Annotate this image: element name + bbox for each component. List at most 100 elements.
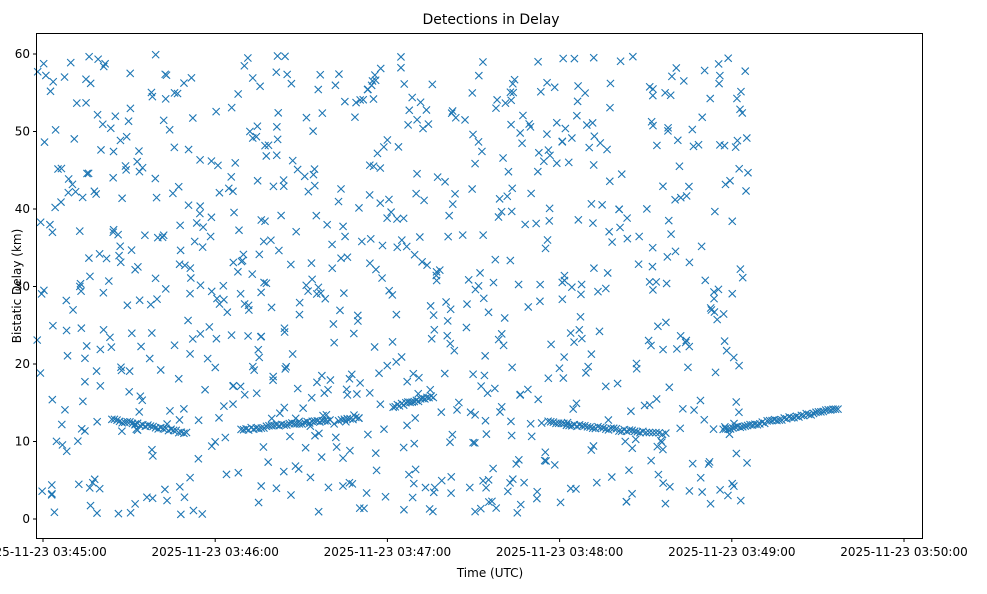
- data-point: [131, 499, 140, 508]
- data-point: [726, 176, 735, 185]
- data-point: [240, 390, 249, 399]
- data-point: [235, 226, 243, 235]
- data-point: [570, 338, 579, 347]
- data-point: [267, 414, 276, 423]
- data-point: [512, 459, 521, 468]
- data-point: [640, 401, 649, 410]
- data-point: [682, 191, 691, 200]
- data-point: [142, 493, 151, 502]
- data-point: [334, 416, 343, 425]
- data-point: [558, 137, 567, 146]
- data-point: [758, 418, 767, 427]
- data-point: [593, 422, 602, 431]
- data-point: [477, 382, 486, 391]
- data-point: [77, 287, 86, 296]
- data-point: [153, 233, 162, 242]
- data-point: [352, 98, 361, 107]
- data-point: [577, 280, 586, 289]
- data-point: [508, 363, 517, 372]
- data-point: [604, 416, 613, 425]
- data-point: [653, 322, 662, 331]
- data-point: [115, 251, 124, 260]
- data-point: [588, 219, 597, 228]
- data-point: [72, 99, 81, 108]
- data-point: [207, 442, 216, 451]
- data-point: [48, 321, 57, 330]
- x-tick-label: 2025-11-23 03:45:00: [0, 545, 107, 559]
- data-point: [651, 428, 660, 437]
- data-point: [494, 213, 503, 222]
- data-point: [426, 385, 435, 394]
- data-point: [596, 139, 605, 147]
- data-point: [272, 68, 281, 77]
- data-point: [231, 158, 240, 167]
- data-point: [533, 167, 542, 176]
- data-point: [362, 489, 371, 497]
- data-point: [248, 134, 257, 143]
- data-point: [614, 427, 623, 435]
- data-point: [559, 374, 568, 383]
- data-point: [588, 424, 597, 433]
- data-point: [229, 258, 238, 267]
- y-tick-label: 30: [15, 280, 30, 294]
- data-point: [653, 442, 662, 451]
- data-point: [161, 70, 170, 79]
- data-point: [623, 234, 632, 243]
- data-point: [484, 308, 493, 317]
- data-point: [354, 203, 363, 212]
- data-point: [743, 458, 752, 467]
- data-point: [314, 429, 323, 438]
- data-point: [518, 111, 527, 120]
- data-point: [720, 141, 729, 150]
- data-point: [735, 164, 744, 173]
- data-point: [215, 300, 224, 309]
- data-point: [186, 264, 195, 273]
- data-point: [689, 142, 698, 151]
- data-point: [690, 406, 699, 415]
- data-point: [106, 124, 115, 133]
- data-point: [245, 127, 254, 136]
- data-point: [138, 163, 147, 172]
- data-point: [186, 274, 195, 283]
- data-point: [78, 193, 87, 202]
- data-point: [57, 164, 66, 173]
- data-point: [213, 161, 222, 170]
- data-point: [365, 388, 374, 397]
- data-point: [593, 287, 602, 296]
- data-point: [397, 236, 406, 245]
- data-point: [667, 230, 676, 239]
- data-point: [489, 278, 498, 287]
- data-point: [501, 99, 510, 108]
- data-point: [239, 250, 248, 259]
- data-point: [375, 369, 384, 378]
- data-point: [536, 87, 545, 96]
- data-point: [665, 383, 674, 392]
- data-point: [741, 67, 750, 76]
- data-point: [415, 233, 424, 242]
- data-point: [550, 460, 559, 469]
- data-point: [499, 341, 508, 350]
- data-point: [295, 298, 304, 307]
- data-point: [715, 79, 724, 88]
- data-point: [495, 407, 504, 416]
- data-point: [466, 408, 475, 417]
- data-point: [85, 483, 94, 492]
- data-point: [605, 227, 614, 236]
- data-point: [480, 371, 489, 380]
- data-point: [676, 331, 685, 340]
- data-point: [339, 454, 347, 463]
- data-point: [376, 64, 385, 73]
- data-point: [256, 332, 265, 341]
- data-point: [286, 491, 295, 499]
- data-point: [428, 507, 437, 516]
- data-point: [175, 415, 184, 424]
- data-point: [70, 134, 79, 143]
- data-point: [175, 482, 184, 491]
- data-point: [295, 419, 304, 428]
- data-point: [219, 281, 228, 290]
- data-point: [201, 385, 210, 394]
- data-point: [507, 120, 516, 129]
- data-point: [731, 143, 740, 152]
- data-point: [109, 147, 118, 156]
- data-point: [520, 478, 529, 487]
